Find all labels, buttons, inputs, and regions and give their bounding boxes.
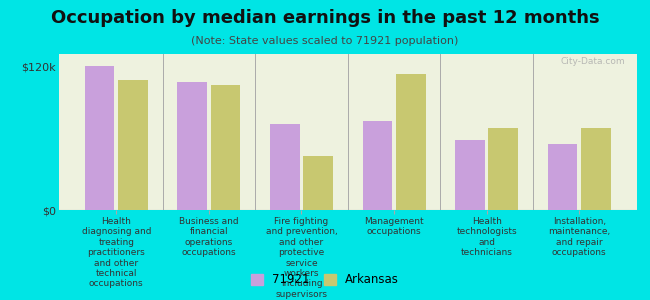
- Bar: [177, 82, 207, 210]
- Bar: [304, 156, 333, 210]
- Bar: [489, 128, 518, 210]
- Bar: [211, 85, 240, 210]
- Bar: [455, 140, 485, 210]
- Bar: [581, 128, 611, 210]
- Bar: [270, 124, 300, 210]
- Legend: 71921, Arkansas: 71921, Arkansas: [246, 269, 404, 291]
- Bar: [84, 66, 114, 210]
- Bar: [548, 144, 577, 210]
- Bar: [363, 121, 392, 210]
- Bar: [118, 80, 148, 210]
- Text: (Note: State values scaled to 71921 population): (Note: State values scaled to 71921 popu…: [191, 36, 459, 46]
- Text: Occupation by median earnings in the past 12 months: Occupation by median earnings in the pas…: [51, 9, 599, 27]
- Text: City-Data.com: City-Data.com: [561, 57, 625, 66]
- Bar: [396, 74, 426, 210]
